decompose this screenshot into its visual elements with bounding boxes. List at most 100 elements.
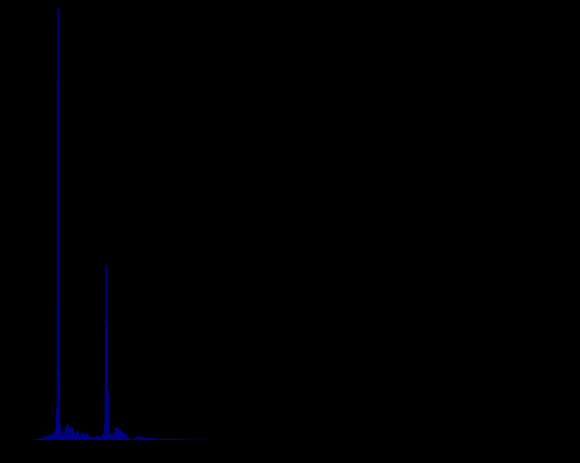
- Bar: [118, 430, 119, 440]
- Bar: [179, 439, 180, 440]
- Bar: [121, 430, 122, 440]
- Bar: [56, 409, 57, 440]
- Bar: [96, 436, 97, 440]
- Bar: [83, 432, 84, 440]
- Bar: [46, 435, 48, 440]
- Bar: [82, 431, 83, 440]
- Bar: [81, 433, 82, 440]
- Bar: [86, 434, 87, 440]
- Bar: [143, 437, 144, 440]
- Bar: [35, 439, 36, 440]
- Bar: [72, 427, 73, 440]
- Bar: [138, 436, 139, 440]
- Bar: [44, 438, 45, 440]
- Bar: [112, 435, 113, 440]
- Bar: [50, 434, 51, 440]
- Bar: [159, 439, 160, 440]
- Bar: [48, 435, 49, 440]
- Bar: [64, 433, 65, 440]
- Bar: [174, 439, 175, 440]
- Bar: [58, 9, 59, 440]
- Bar: [107, 326, 108, 440]
- Bar: [55, 430, 56, 440]
- Bar: [74, 432, 75, 440]
- Bar: [38, 439, 39, 440]
- Bar: [166, 439, 167, 440]
- Bar: [133, 439, 134, 440]
- Bar: [175, 439, 176, 440]
- Bar: [68, 427, 70, 440]
- Bar: [165, 439, 166, 440]
- Bar: [147, 438, 148, 440]
- Bar: [42, 438, 43, 440]
- Bar: [122, 432, 123, 440]
- Bar: [92, 438, 93, 440]
- Bar: [120, 430, 121, 440]
- Bar: [51, 434, 52, 440]
- Bar: [161, 439, 162, 440]
- Bar: [67, 424, 68, 440]
- Bar: [139, 437, 140, 440]
- Bar: [140, 437, 141, 440]
- Bar: [57, 81, 58, 440]
- Bar: [79, 435, 80, 440]
- Bar: [154, 438, 155, 440]
- Bar: [130, 439, 131, 440]
- Bar: [85, 435, 86, 440]
- Bar: [169, 439, 170, 440]
- Bar: [151, 438, 152, 440]
- Bar: [54, 433, 55, 440]
- Bar: [170, 439, 171, 440]
- Bar: [125, 434, 126, 440]
- Bar: [141, 437, 142, 440]
- Bar: [95, 437, 96, 440]
- Bar: [84, 435, 85, 440]
- Bar: [123, 432, 124, 440]
- Bar: [158, 439, 159, 440]
- Bar: [110, 436, 111, 440]
- Bar: [98, 436, 99, 440]
- Bar: [146, 438, 147, 440]
- Bar: [73, 430, 74, 440]
- Bar: [45, 436, 46, 440]
- Bar: [80, 435, 81, 440]
- Bar: [129, 439, 130, 440]
- Bar: [88, 435, 89, 440]
- Bar: [113, 434, 114, 440]
- Bar: [105, 388, 106, 440]
- Bar: [163, 439, 164, 440]
- Bar: [137, 436, 138, 440]
- Bar: [78, 432, 79, 440]
- Bar: [145, 438, 146, 440]
- Bar: [111, 434, 112, 440]
- Bar: [136, 437, 137, 440]
- Bar: [66, 426, 67, 440]
- Bar: [153, 438, 154, 440]
- Bar: [172, 439, 173, 440]
- Bar: [150, 438, 151, 440]
- Bar: [76, 434, 77, 440]
- Bar: [100, 437, 101, 440]
- Bar: [59, 373, 60, 440]
- Bar: [77, 431, 78, 440]
- Bar: [185, 439, 186, 440]
- Bar: [142, 437, 143, 440]
- Bar: [60, 426, 61, 440]
- Bar: [65, 430, 66, 440]
- Bar: [75, 434, 76, 440]
- Bar: [102, 435, 103, 440]
- Bar: [148, 438, 149, 440]
- Bar: [157, 439, 158, 440]
- Bar: [108, 392, 109, 440]
- Bar: [127, 434, 128, 440]
- Bar: [62, 434, 63, 440]
- Bar: [144, 438, 145, 440]
- Bar: [160, 438, 161, 440]
- Bar: [49, 435, 50, 440]
- Bar: [171, 439, 172, 440]
- Bar: [164, 438, 165, 440]
- Bar: [53, 434, 54, 440]
- Bar: [61, 433, 62, 440]
- Bar: [126, 434, 127, 440]
- Bar: [152, 438, 153, 440]
